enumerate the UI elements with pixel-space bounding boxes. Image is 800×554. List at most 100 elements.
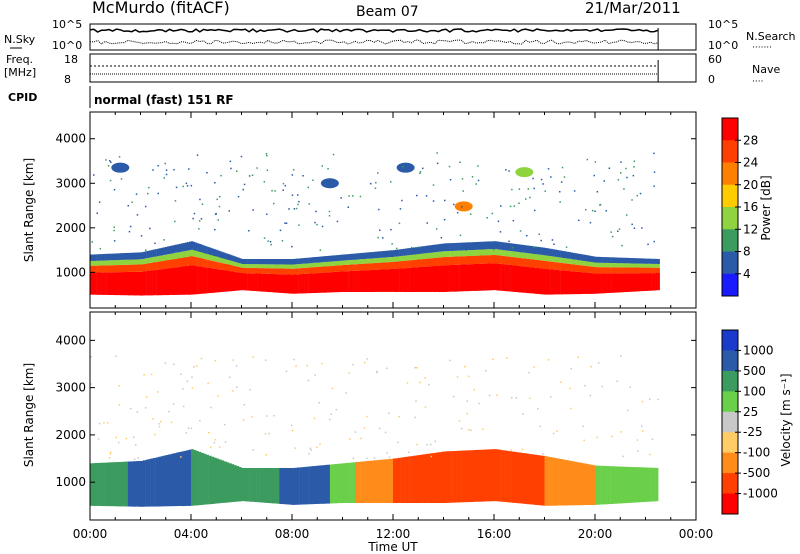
power-cell — [247, 267, 250, 274]
power-cell — [637, 267, 640, 274]
power-cell — [475, 242, 479, 250]
power-cell — [522, 258, 525, 267]
power-speck — [173, 246, 176, 248]
velocity-cell — [127, 461, 131, 507]
power-cell — [437, 265, 440, 292]
velocity-cell — [334, 464, 338, 504]
power-cell — [485, 255, 489, 264]
power-speck — [136, 214, 139, 216]
velocity-speck — [316, 446, 318, 449]
power-speck — [508, 170, 510, 172]
power-cell — [296, 268, 299, 275]
power-cell — [253, 264, 256, 268]
power-cell — [429, 258, 432, 267]
power-cell — [469, 264, 473, 291]
velocity-cell — [549, 457, 553, 506]
velocity-speck — [235, 365, 238, 367]
power-cell — [144, 263, 147, 272]
power-cell — [362, 270, 365, 292]
power-cell — [229, 260, 232, 265]
velocity-speck — [528, 372, 530, 374]
power-cell — [285, 274, 289, 294]
velocity-speck — [354, 431, 357, 433]
power-cell — [502, 250, 505, 256]
power-colorbar-tick-label: 24 — [743, 156, 758, 170]
power-cell — [120, 265, 123, 273]
power-cell — [520, 258, 523, 267]
velocity-cell — [211, 456, 214, 504]
power-cell — [294, 274, 297, 294]
power-cell — [574, 264, 578, 272]
velocity-speck — [186, 380, 189, 383]
power-speck — [120, 178, 123, 180]
power-cell — [144, 258, 147, 264]
power-cell — [372, 269, 376, 292]
power-cell — [368, 258, 372, 264]
power-speck — [653, 171, 656, 173]
velocity-speck — [616, 380, 618, 382]
velocity-speck — [207, 382, 209, 385]
power-speck — [477, 179, 480, 182]
power-cell — [245, 273, 248, 291]
power-cell — [504, 242, 507, 251]
velocity-cell — [175, 452, 179, 507]
power-cell — [160, 255, 163, 262]
power-cell — [621, 257, 624, 264]
velocity-speck — [291, 429, 294, 432]
power-cell — [358, 253, 361, 260]
power-speck — [432, 184, 435, 186]
velocity-speck — [318, 402, 320, 404]
power-cell — [455, 264, 458, 292]
power-cell — [352, 259, 355, 265]
power-cell — [393, 256, 396, 262]
velocity-speck — [251, 416, 253, 418]
power-cell — [267, 264, 271, 269]
power-cell — [451, 256, 454, 265]
velocity-speck — [191, 376, 193, 378]
power-cell — [342, 265, 345, 272]
power-cell — [435, 257, 438, 266]
power-speck — [453, 203, 455, 206]
velocity-speck — [373, 457, 376, 459]
power-cell — [530, 259, 533, 268]
power-cell — [401, 255, 404, 262]
power-cell — [651, 258, 654, 264]
power-speck — [297, 203, 299, 206]
power-cell — [593, 266, 596, 274]
power-speck — [113, 240, 116, 242]
velocity-speck — [210, 446, 212, 449]
power-cell — [207, 254, 210, 260]
power-cell — [102, 265, 105, 273]
power-cell — [427, 266, 430, 292]
power-cell — [570, 252, 574, 260]
power-cell — [364, 252, 367, 259]
velocity-speck — [268, 432, 270, 435]
power-cell — [483, 263, 487, 291]
power-cell — [627, 273, 630, 292]
velocity-speck — [252, 356, 254, 358]
velocity-cell — [483, 449, 487, 502]
power-cell — [481, 241, 485, 250]
power-cell — [92, 260, 95, 266]
power-speck — [319, 249, 322, 251]
power-cell — [320, 266, 323, 273]
power-cell — [566, 270, 569, 295]
velocity-cell — [178, 452, 182, 506]
power-cell — [651, 263, 654, 268]
velocity-cell — [423, 454, 427, 503]
power-cell — [562, 258, 565, 264]
power-speck — [370, 182, 372, 185]
power-cell — [326, 261, 329, 267]
velocity-speck — [386, 367, 388, 370]
power-cell — [516, 257, 519, 266]
velocity-speck — [115, 436, 118, 439]
power-cell — [564, 270, 567, 295]
power-cell — [283, 259, 287, 265]
velocity-heatmap — [90, 355, 659, 507]
power-cell — [162, 260, 165, 269]
power-cell — [645, 258, 648, 264]
power-cell — [560, 262, 563, 271]
velocity-cell — [312, 466, 315, 505]
velocity-cell — [410, 456, 414, 503]
